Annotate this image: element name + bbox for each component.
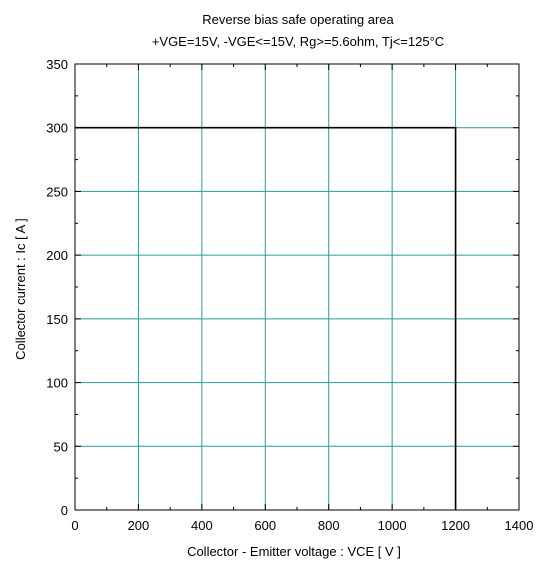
x-tick-label-1400: 1400 [505,518,534,533]
y-tick-label-50: 50 [54,439,68,454]
plot-frame [74,63,520,511]
chart-subtitle: +VGE=15V, -VGE<=15V, Rg>=5.6ohm, Tj<=125… [152,34,444,49]
y-tick-label-200: 200 [46,248,68,263]
y-axis-label: Collector current : Ic [ A ] [13,218,28,360]
y-tick-label-0: 0 [61,503,68,518]
x-tick-label-600: 600 [254,518,276,533]
x-tick-label-400: 400 [191,518,213,533]
grid [75,64,519,510]
rbsoa-boundary-line [75,126,457,510]
x-tick-label-0: 0 [71,518,78,533]
y-tick-label-300: 300 [46,121,68,136]
chart-title: Reverse bias safe operating area [202,12,394,27]
series-layer [75,126,457,510]
x-tick-label-1200: 1200 [441,518,470,533]
y-tick-label-100: 100 [46,376,68,391]
x-axis-label: Collector - Emitter voltage : VCE [ V ] [187,544,401,559]
x-tick-label-200: 200 [128,518,150,533]
x-tick-label-800: 800 [318,518,340,533]
y-tick-label-250: 250 [46,184,68,199]
x-tick-label-1000: 1000 [378,518,407,533]
axis-ticks [74,63,520,511]
y-tick-label-150: 150 [46,312,68,327]
tick-labels: 0 200 400 600 800 1000 1200 1400 0 50 100 150 200 250… [46,57,533,533]
y-tick-label-350: 350 [46,57,68,72]
